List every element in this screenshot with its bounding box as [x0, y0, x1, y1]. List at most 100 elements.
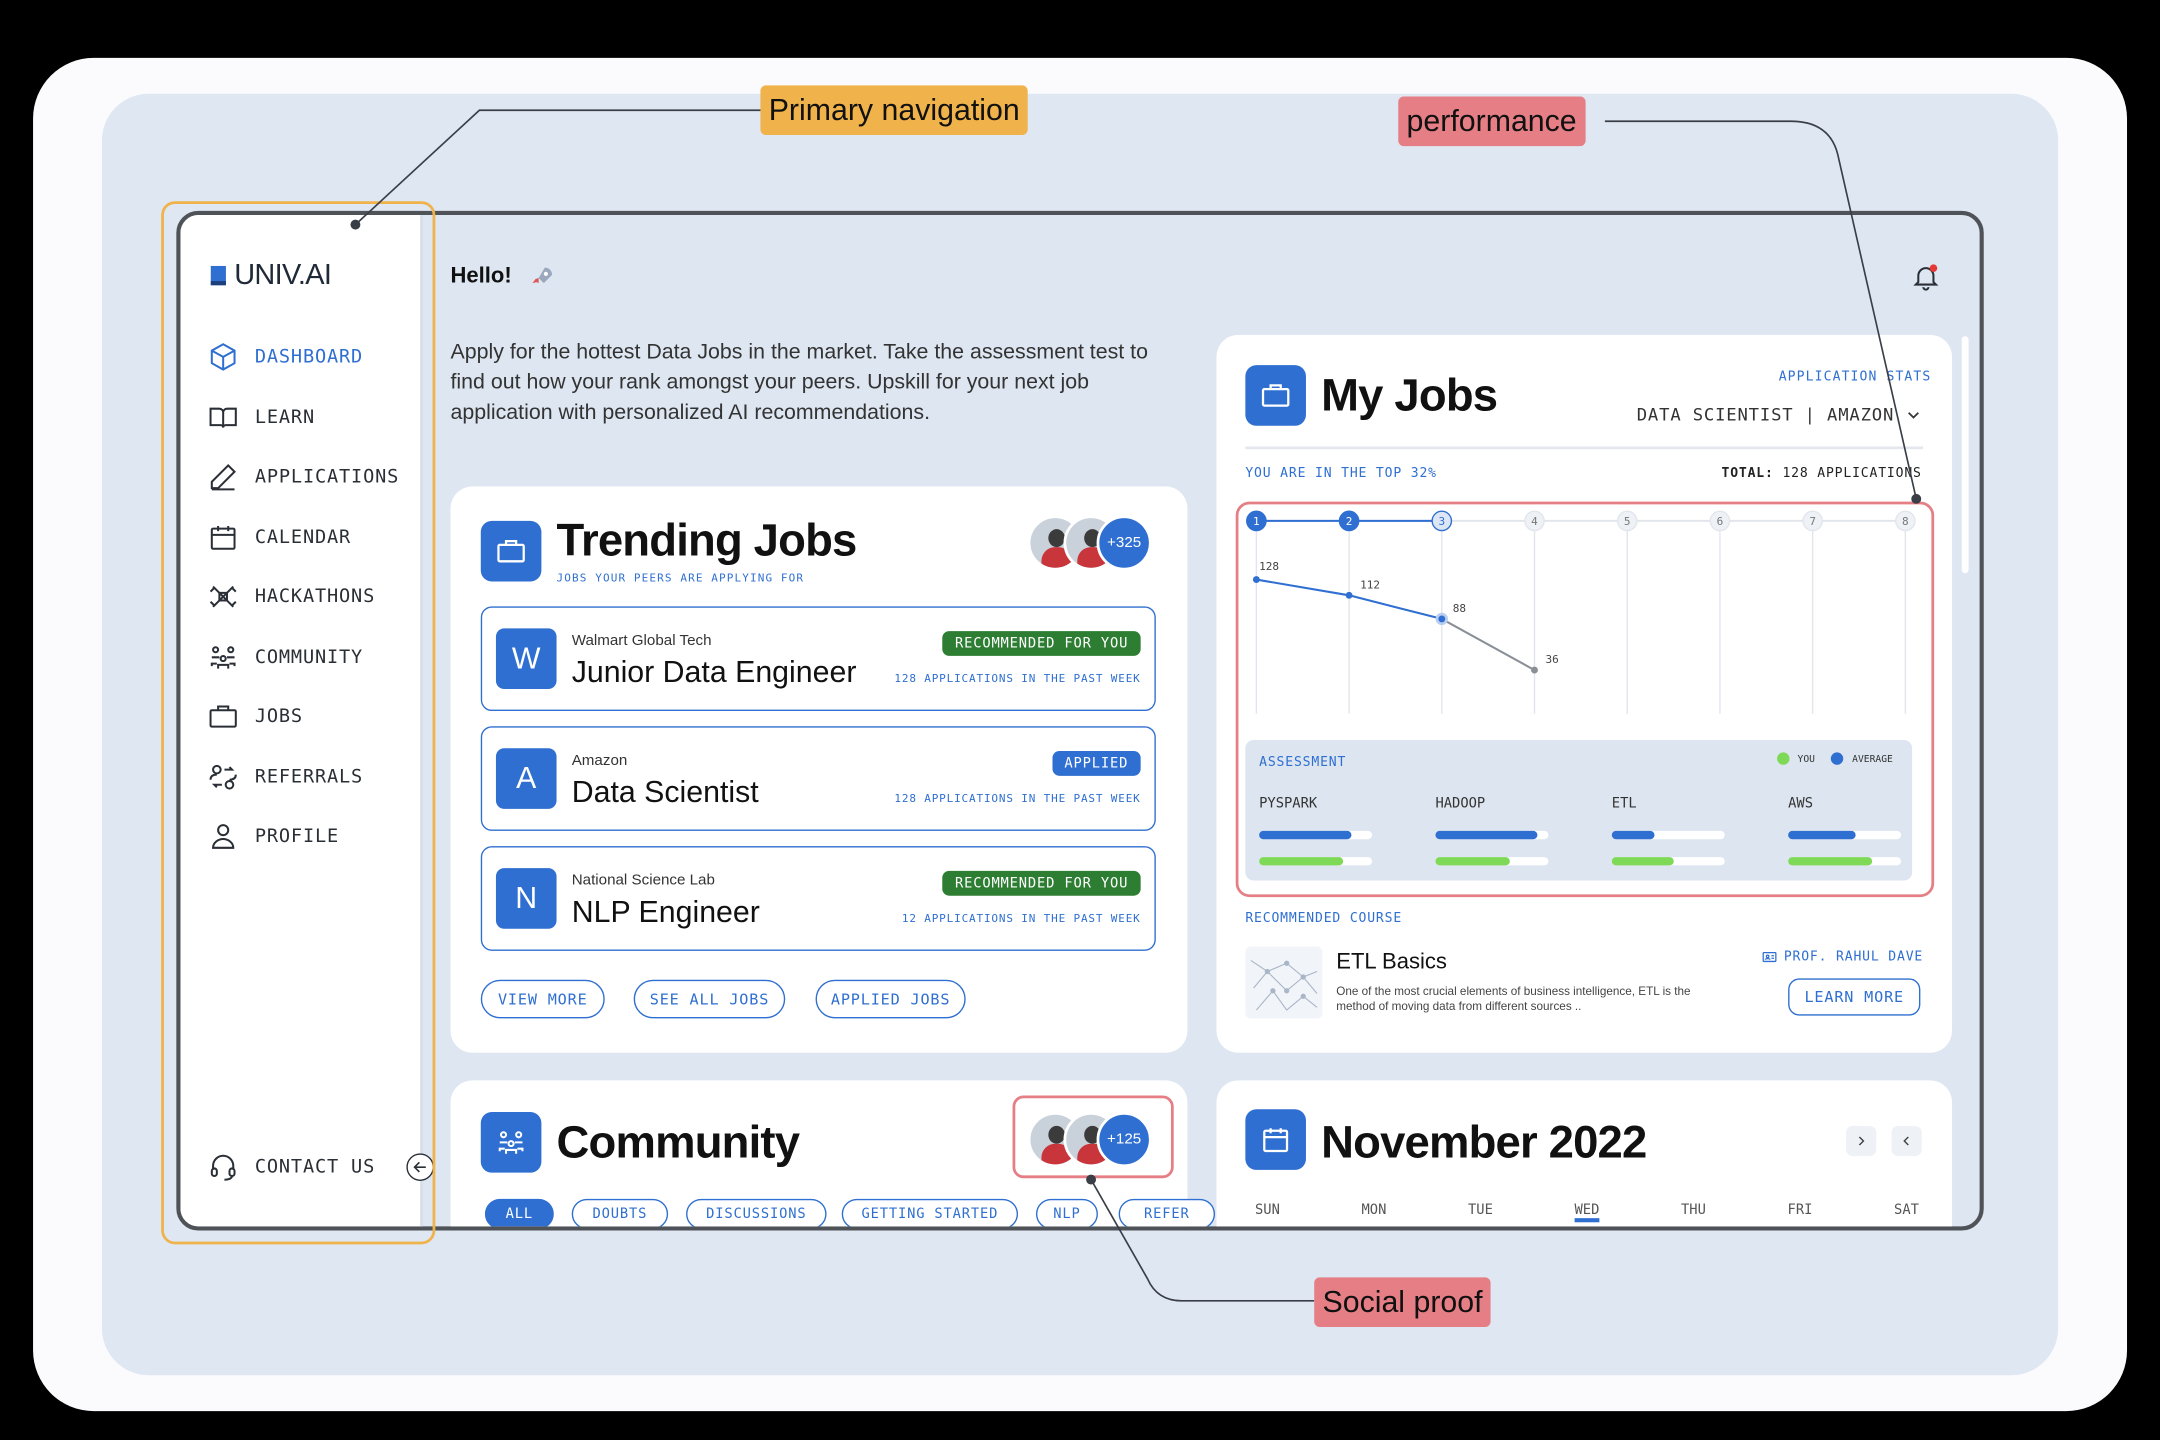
tab-discussions[interactable]: DISCUSSIONS: [686, 1198, 827, 1227]
course-description: One of the most crucial elements of busi…: [1336, 983, 1691, 1013]
weekday-label: FRI: [1787, 1202, 1813, 1219]
sidebar-item-profile[interactable]: PROFILE: [208, 821, 339, 851]
performance-label: performance: [1398, 96, 1585, 147]
average-score-bar: [1259, 830, 1352, 840]
briefcase-icon: [209, 705, 237, 728]
contact-us-label: CONTACT US: [254, 1156, 376, 1179]
scrollbar-thumb[interactable]: [1961, 336, 1969, 574]
previous-month-button[interactable]: [1891, 1125, 1922, 1157]
legend-you: YOU: [1797, 753, 1815, 765]
role-select[interactable]: DATA SCIENTIST | AMAZON: [1637, 404, 1922, 424]
calendar-card: November 2022 SUN MON TUE WED THU FRI SA…: [1216, 1080, 1953, 1227]
intro-text: Apply for the hottest Data Jobs in the m…: [450, 340, 1148, 425]
average-score-bar: [1611, 830, 1655, 840]
skill-name: ETL: [1611, 796, 1637, 812]
your-score-bar-track: [1611, 857, 1725, 866]
job-card-national-science-lab[interactable]: N National Science Lab NLP Engineer RECO…: [480, 846, 1156, 951]
your-score-bar-track: [1435, 857, 1549, 866]
calendar-month-title: November 2022: [1321, 1116, 1647, 1168]
weekday-label: WED: [1574, 1203, 1600, 1223]
job-company: Amazon: [571, 752, 628, 769]
average-score-bar-track: [1611, 830, 1725, 840]
briefcase-icon: [1261, 384, 1290, 407]
social-proof-label: Social proof: [1314, 1277, 1491, 1328]
tab-all[interactable]: ALL: [484, 1198, 554, 1227]
weekday-label: THU: [1681, 1202, 1706, 1219]
sidebar-item-label: CALENDAR: [254, 526, 352, 549]
skill-name: HADOOP: [1435, 796, 1486, 812]
notifications-button[interactable]: [1911, 262, 1941, 299]
step-marker: [1709, 510, 1731, 532]
sidebar-item-dashboard[interactable]: DASHBOARD: [208, 342, 363, 372]
trending-jobs-tile: [480, 520, 542, 582]
sidebar-item-calendar[interactable]: CALENDAR: [208, 522, 351, 552]
data-label: 128: [1259, 560, 1279, 573]
logo[interactable]: UNIV.AI: [210, 259, 332, 292]
community-tile: [480, 1112, 542, 1173]
job-card-amazon[interactable]: A Amazon Data Scientist APPLIED 128 APPL…: [480, 726, 1156, 831]
view-more-button[interactable]: VIEW MORE: [480, 979, 605, 1019]
average-score-bar: [1435, 830, 1538, 840]
sidebar: UNIV.AI DASHBOARD LEARN APPLICATIONS CAL…: [180, 214, 434, 1227]
job-applications-count: 12 APPLICATIONS IN THE PAST WEEK: [901, 912, 1141, 925]
contact-us-link[interactable]: CONTACT US: [208, 1152, 375, 1182]
job-applications-count: 128 APPLICATIONS IN THE PAST WEEK: [894, 672, 1141, 685]
applied-jobs-button[interactable]: APPLIED JOBS: [815, 979, 966, 1019]
tab-refer[interactable]: REFER: [1118, 1198, 1216, 1227]
job-company: Walmart Global Tech: [571, 632, 712, 650]
legend-average: AVERAGE: [1852, 753, 1893, 765]
company-logo: W: [495, 628, 557, 689]
sidebar-item-label: JOBS: [254, 705, 303, 728]
greeting: Hello!: [450, 265, 555, 290]
data-point: [1435, 612, 1448, 626]
your-score-bar: [1435, 857, 1511, 866]
assessment-label: ASSESSMENT: [1259, 755, 1347, 771]
sidebar-item-applications[interactable]: APPLICATIONS: [208, 462, 399, 492]
tab-getting-started[interactable]: GETTING STARTED: [841, 1198, 1019, 1227]
headset-icon: [210, 1154, 236, 1181]
tab-nlp[interactable]: NLP: [1035, 1198, 1098, 1227]
rank-text: YOU ARE IN THE TOP 32%: [1245, 465, 1437, 481]
peer-count-badge[interactable]: +325: [1096, 515, 1152, 571]
peer-count-badge[interactable]: +125: [1096, 1112, 1152, 1168]
trending-jobs-card: Trending Jobs JOBS YOUR PEERS ARE APPLYI…: [450, 486, 1188, 1053]
job-card-walmart[interactable]: W Walmart Global Tech Junior Data Engine…: [480, 606, 1156, 712]
sidebar-item-label: LEARN: [254, 406, 315, 429]
my-jobs-tile: [1245, 365, 1306, 426]
sidebar-item-referrals[interactable]: REFERRALS: [208, 762, 363, 792]
calendar-tile: [1245, 1109, 1306, 1170]
average-score-bar-track: [1435, 830, 1549, 840]
see-all-jobs-button[interactable]: SEE ALL JOBS: [633, 979, 786, 1019]
your-score-bar-track: [1788, 857, 1902, 866]
data-point: [1531, 666, 1538, 674]
course-title: ETL Basics: [1336, 950, 1447, 975]
sidebar-item-label: DASHBOARD: [254, 345, 364, 368]
bell-icon: [1913, 264, 1939, 291]
data-label: 112: [1360, 578, 1380, 591]
company-logo: N: [495, 868, 557, 929]
step-marker: [1431, 510, 1453, 532]
next-month-button[interactable]: [1845, 1125, 1877, 1157]
step-marker: [1895, 510, 1916, 532]
professor-name: PROF. RAHUL DAVE: [1783, 949, 1924, 965]
data-label: 88: [1453, 602, 1466, 615]
hackathon-icon: [209, 585, 237, 608]
skill-name: PYSPARK: [1259, 796, 1318, 812]
tab-doubts[interactable]: DOUBTS: [571, 1198, 669, 1227]
calendar-icon: [210, 526, 236, 550]
application-stats-label: APPLICATION STATS: [1778, 369, 1932, 385]
app-window: UNIV.AI DASHBOARD LEARN APPLICATIONS CAL…: [176, 210, 1984, 1231]
sidebar-item-community[interactable]: COMMUNITY: [208, 642, 363, 672]
logo-mark-icon: [210, 265, 226, 286]
data-point: [1252, 576, 1260, 583]
sidebar-item-learn[interactable]: LEARN: [208, 402, 315, 432]
trending-jobs-title: Trending Jobs: [556, 513, 858, 565]
you-legend-swatch: [1776, 752, 1790, 765]
sidebar-item-label: PROFILE: [254, 825, 340, 848]
your-score-bar-track: [1259, 857, 1373, 866]
total-label: TOTAL:: [1721, 465, 1774, 481]
sidebar-item-jobs[interactable]: JOBS: [208, 701, 303, 731]
id-card-icon: [1762, 951, 1777, 963]
sidebar-item-hackathons[interactable]: HACKATHONS: [208, 582, 375, 612]
learn-more-button[interactable]: LEARN MORE: [1788, 978, 1921, 1016]
